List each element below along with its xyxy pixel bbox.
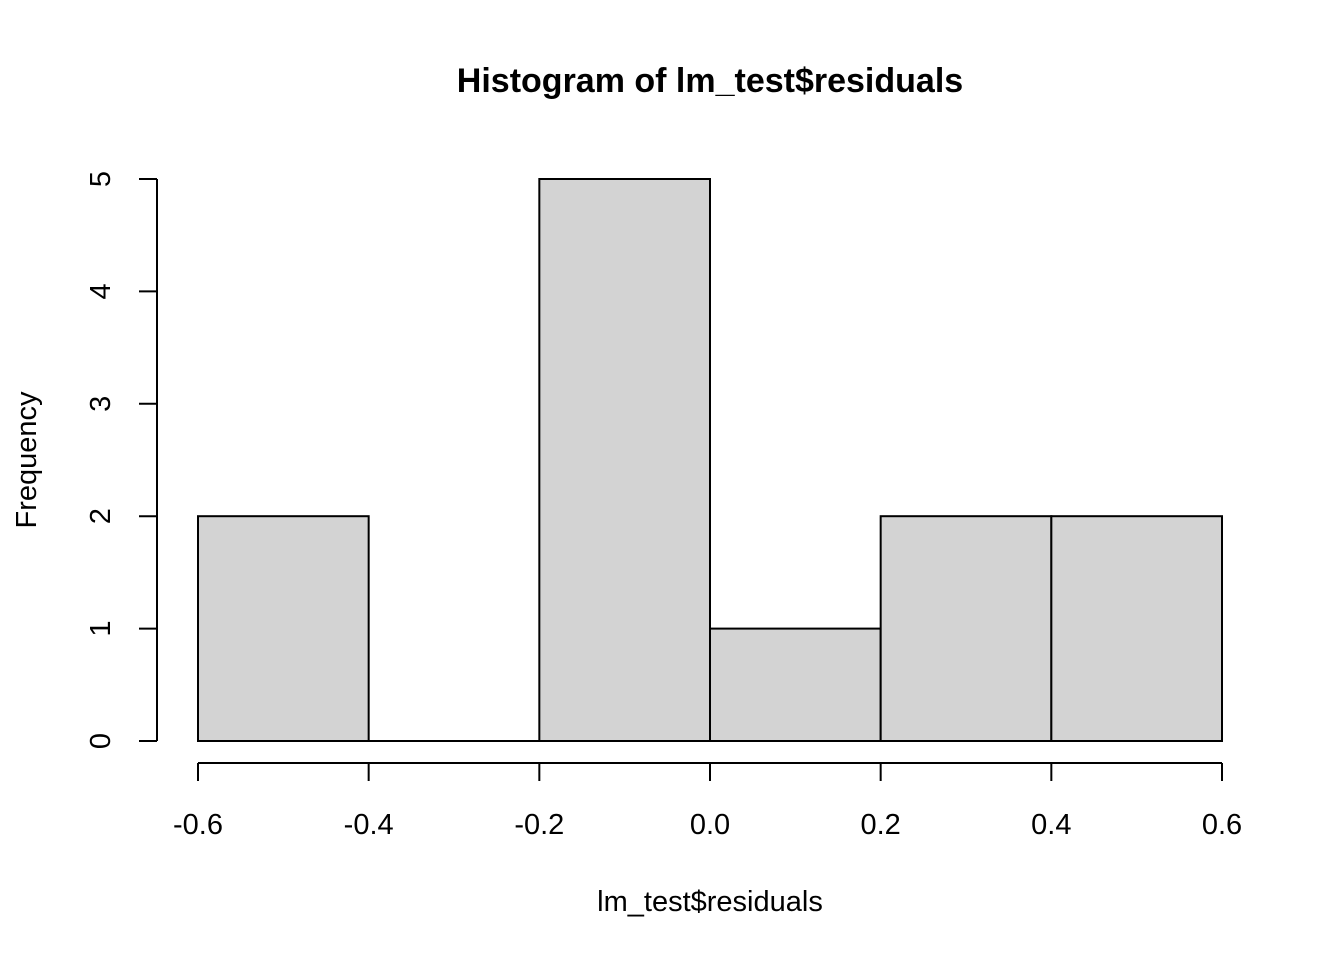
x-tick-label: 0.6 [1202, 809, 1242, 841]
y-tick-label: 5 [85, 171, 117, 187]
x-axis: -0.6 -0.4 -0.2 0.0 0.2 0.4 0.6 [173, 762, 1242, 841]
y-tick-label: 1 [85, 621, 117, 637]
x-tick-label: 0.2 [861, 809, 901, 841]
bars-group [197, 178, 1224, 743]
x-tick-label: -0.2 [514, 809, 564, 841]
y-tick-label: 4 [85, 283, 117, 299]
y-tick-label: 2 [85, 508, 117, 524]
x-tick-label: 0.4 [1031, 809, 1071, 841]
histogram-bar [879, 515, 1053, 743]
x-axis-label: lm_test$residuals [597, 886, 823, 918]
y-tick-label: 0 [85, 733, 117, 749]
y-tick-label: 3 [85, 396, 117, 412]
chart-title: Histogram of lm_test$residuals [457, 62, 963, 100]
x-tick-label: -0.4 [344, 809, 394, 841]
y-axis-label: Frequency [11, 391, 43, 529]
x-tick-label: -0.6 [173, 809, 223, 841]
histogram-bar [1050, 515, 1224, 743]
histogram-bar [197, 515, 370, 743]
y-axis: 0 1 2 3 4 5 [85, 171, 158, 749]
x-tick-label: 0.0 [690, 809, 730, 841]
histogram-bar [709, 627, 882, 742]
histogram-bar [538, 178, 711, 742]
